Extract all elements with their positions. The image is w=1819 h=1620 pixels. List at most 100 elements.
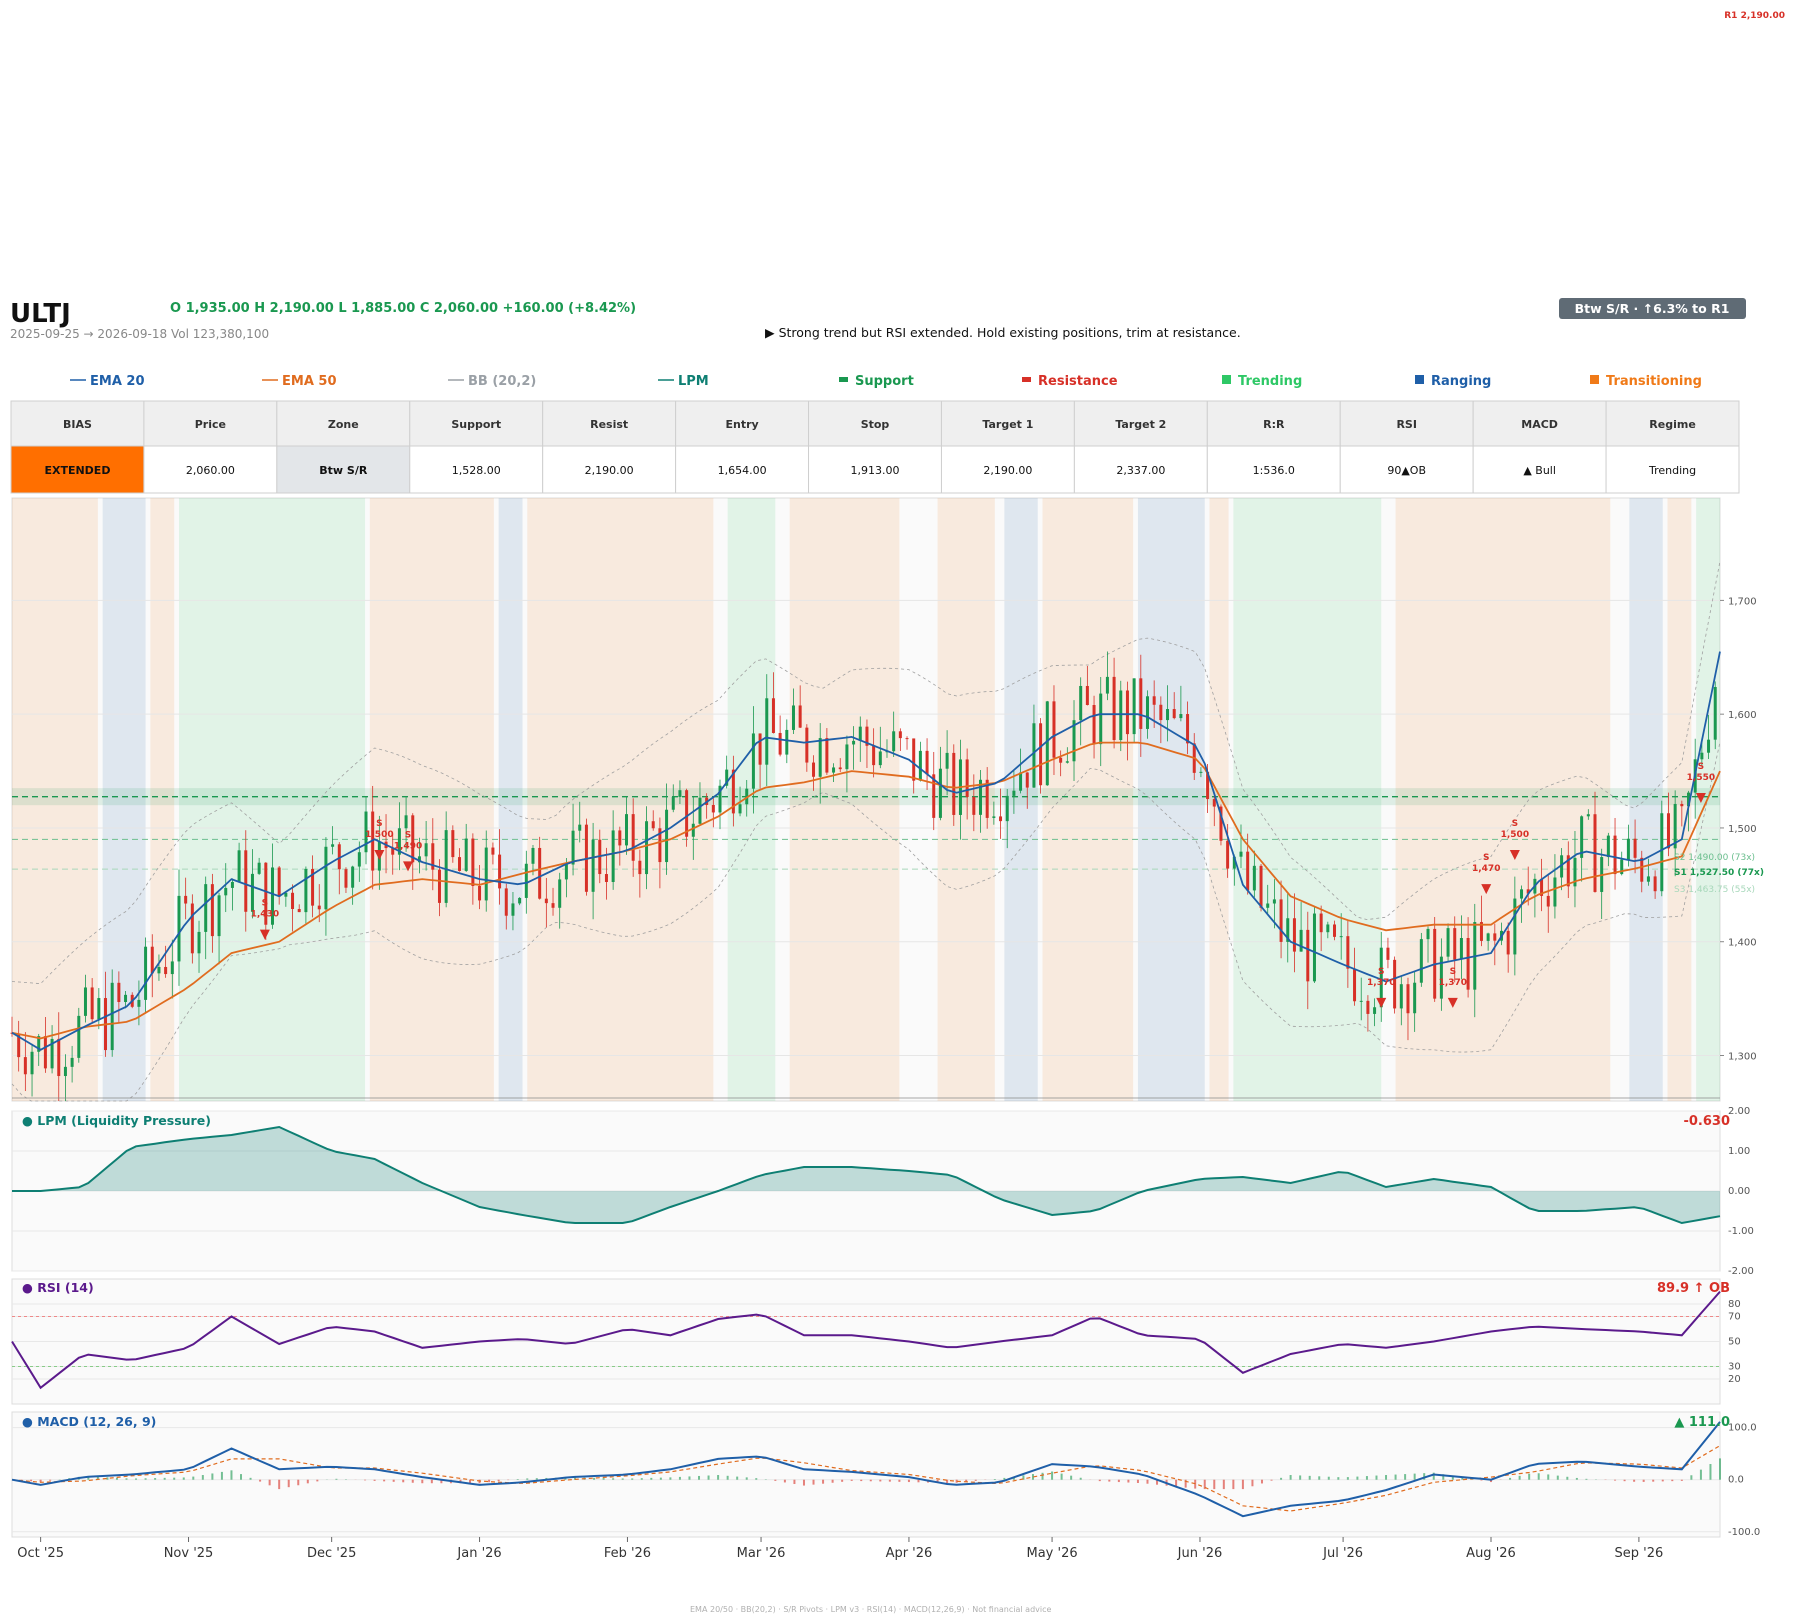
macd-histogram-bar — [831, 1479, 834, 1483]
macd-histogram-bar — [822, 1479, 825, 1484]
macd-histogram-bar — [192, 1476, 195, 1480]
candle-body — [1626, 838, 1630, 860]
macd-histogram-bar — [1661, 1479, 1664, 1482]
candle-body — [1232, 856, 1236, 869]
candle-body — [805, 727, 809, 763]
candle-body — [1540, 878, 1544, 896]
sell-signal-letter: S — [405, 830, 411, 840]
x-tick-label: Jun '26 — [1177, 1546, 1223, 1561]
candle-body — [999, 816, 1003, 822]
table-header-label: Stop — [861, 418, 890, 431]
rsi-tick-label: 20 — [1728, 1374, 1741, 1385]
candle-body — [324, 846, 328, 910]
macd-histogram-bar — [1566, 1476, 1569, 1480]
candle-body — [938, 768, 942, 818]
macd-histogram-bar — [1251, 1479, 1254, 1487]
candle-body — [1012, 790, 1016, 796]
macd-histogram-bar — [278, 1479, 281, 1490]
candle-body — [1052, 701, 1056, 758]
macd-histogram-bar — [1270, 1479, 1273, 1481]
candle-body — [965, 759, 969, 798]
candle-body — [97, 998, 101, 1020]
x-tick-label: Jul '26 — [1322, 1546, 1363, 1561]
macd-histogram-bar — [1699, 1469, 1702, 1480]
candle-body — [611, 830, 615, 883]
rsi-tick-label: 30 — [1728, 1362, 1741, 1373]
candle-body — [1466, 937, 1470, 990]
macd-value: ▲ 111.0 — [1674, 1415, 1730, 1430]
candle-body — [1680, 803, 1684, 807]
candle-body — [852, 740, 856, 745]
candle-body — [1353, 968, 1357, 1002]
sell-signal-price: 1,370 — [1439, 978, 1467, 988]
candle-body — [217, 895, 221, 937]
candle-body — [1339, 936, 1343, 938]
sell-signal-price: 1,500 — [365, 830, 393, 840]
macd-tick-label: -100.0 — [1728, 1527, 1760, 1538]
support-zone — [12, 788, 1720, 806]
macd-histogram-bar — [621, 1478, 624, 1480]
macd-histogram-bar — [230, 1470, 233, 1480]
macd-histogram-bar — [812, 1479, 815, 1485]
macd-histogram-bar — [1518, 1475, 1521, 1480]
table-value-cell — [1605, 445, 1740, 494]
macd-histogram-bar — [955, 1479, 958, 1483]
table-value-label: 1,654.00 — [718, 464, 767, 477]
candle-body — [778, 732, 782, 755]
candle-body — [544, 898, 548, 904]
candle-body — [417, 856, 421, 863]
macd-histogram-bar — [1022, 1475, 1025, 1480]
lpm-line — [12, 1125, 1721, 1225]
x-tick-label: Oct '25 — [17, 1546, 64, 1561]
candle-body — [391, 848, 395, 855]
table-value-cell — [1073, 445, 1208, 494]
candle-body — [1272, 899, 1276, 904]
sell-signal-price: 1,470 — [1472, 864, 1500, 874]
macd-title: ● MACD (12, 26, 9) — [22, 1414, 156, 1429]
table-header-label: BIAS — [63, 418, 92, 431]
candle-body — [351, 866, 355, 888]
macd-histogram-bar — [211, 1473, 214, 1480]
macd-histogram-bar — [201, 1475, 204, 1480]
candle-body — [1326, 924, 1330, 933]
macd-histogram-bar — [1184, 1479, 1187, 1488]
candle-body — [1286, 918, 1290, 942]
lpm-tick-label: 2.00 — [1728, 1106, 1750, 1117]
table-value-label: ▲ Bull — [1523, 464, 1556, 477]
table-value-label: 2,060.00 — [186, 464, 235, 477]
legend-label: Transitioning — [1606, 374, 1702, 389]
candle-body — [678, 790, 682, 797]
macd-histogram-bar — [115, 1477, 118, 1480]
candle-body — [1199, 771, 1203, 773]
sell-signal-price: 1,430 — [251, 910, 279, 920]
legend-bar-marker — [1022, 377, 1031, 382]
table-header-cell — [1073, 400, 1208, 447]
candle-body — [511, 903, 515, 916]
x-axis: Oct '25 Nov '25 Dec '25 Jan '26 Feb '26 Mar '… — [17, 1537, 1663, 1561]
macd-histogram-bar — [1051, 1471, 1054, 1480]
candle-body — [812, 762, 816, 777]
macd-tick-label: 0.0 — [1728, 1475, 1744, 1486]
candle-body — [631, 814, 635, 861]
candle-body — [711, 804, 715, 813]
candle-body — [1553, 877, 1557, 907]
candle-body — [858, 726, 862, 741]
candle-body — [30, 1051, 34, 1075]
macd-histogram-bar — [125, 1478, 128, 1480]
candle-body — [404, 815, 408, 829]
table-header-label: Support — [451, 418, 501, 431]
zone-badge — [1559, 298, 1746, 319]
lpm-value: -0.630 — [1683, 1114, 1730, 1129]
candle-body — [1660, 813, 1664, 892]
candle-body — [1059, 757, 1063, 763]
table-value-label: 90▲OB — [1387, 464, 1426, 477]
candle-body — [170, 961, 174, 975]
candle-body — [1219, 806, 1223, 841]
candle-body — [478, 885, 482, 901]
x-tick-label: Mar '26 — [737, 1546, 786, 1561]
table-header-label: RSI — [1396, 418, 1417, 431]
lpm-title: ● LPM (Liquidity Pressure) — [22, 1113, 211, 1128]
macd-histogram-bar — [1509, 1477, 1512, 1480]
legend-label: EMA 20 — [90, 374, 145, 389]
lpm-panel: 2.00 1.00 0.00 -1.00 -2.00 — [11, 1106, 1754, 1277]
